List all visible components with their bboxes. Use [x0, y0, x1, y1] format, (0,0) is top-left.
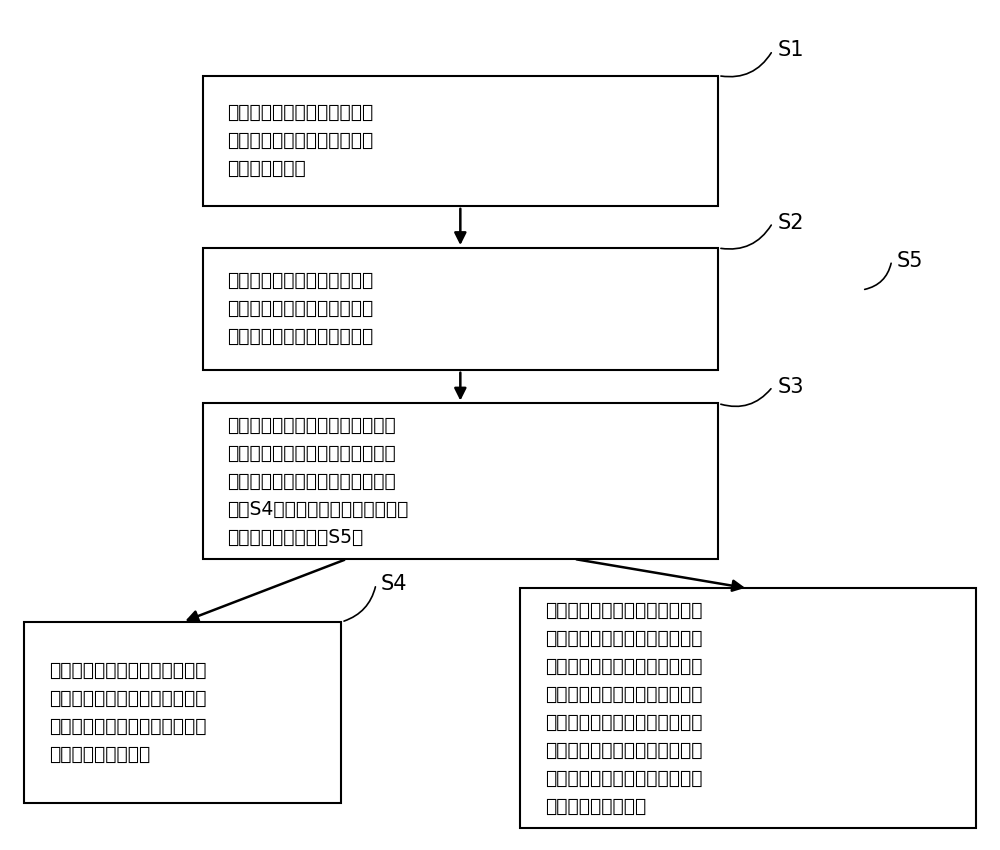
Text: 智能终端调用发动机与门锁状态
信息，显示门锁状态，若处于开
启状态，则提示用户关闭车门或
自动控制车门关闭。: 智能终端调用发动机与门锁状态 信息，显示门锁状态，若处于开 启状态，则提示用户关…	[49, 660, 206, 764]
Bar	[203, 404, 718, 559]
Text: S2: S2	[778, 212, 804, 233]
Text: S4: S4	[381, 574, 408, 594]
Text: S5: S5	[897, 251, 923, 270]
Text: 智能终端提供寻车与开门按钮，
若选择寻车按钮，则传递寻车指
令到服务中心，服务中心存储寻
车指令信息，并向定位与控制单
元发出寻车信号，定位与控制单
元控制喇叭: 智能终端提供寻车与开门按钮， 若选择寻车按钮，则传递寻车指 令到服务中心，服务中…	[545, 601, 702, 816]
Bar	[520, 588, 976, 828]
Bar	[24, 622, 341, 802]
Text: 检测车辆停放的位置信息、发
动机与门锁状态信息，并将其
传输到服务中心: 检测车辆停放的位置信息、发 动机与门锁状态信息，并将其 传输到服务中心	[227, 103, 374, 178]
Text: S3: S3	[778, 377, 804, 397]
Text: 智能终端与服务中心建立无线
连接，并获取车辆停放的位置
信息、发动机与门锁状态信息: 智能终端与服务中心建立无线 连接，并获取车辆停放的位置 信息、发动机与门锁状态信…	[227, 271, 374, 346]
Text: 服务中心获取智能终端的位置，并
与车辆的停放位置比对，若两者距
离大于的锁车的提醒距离，则执行
步骤S4；若两者距离小于寻车的提
醒距离，则执行步骤S5；: 服务中心获取智能终端的位置，并 与车辆的停放位置比对，若两者距 离大于的锁车的提…	[227, 416, 409, 547]
Bar	[203, 76, 718, 206]
Text: S1: S1	[778, 41, 804, 60]
Bar	[203, 248, 718, 370]
